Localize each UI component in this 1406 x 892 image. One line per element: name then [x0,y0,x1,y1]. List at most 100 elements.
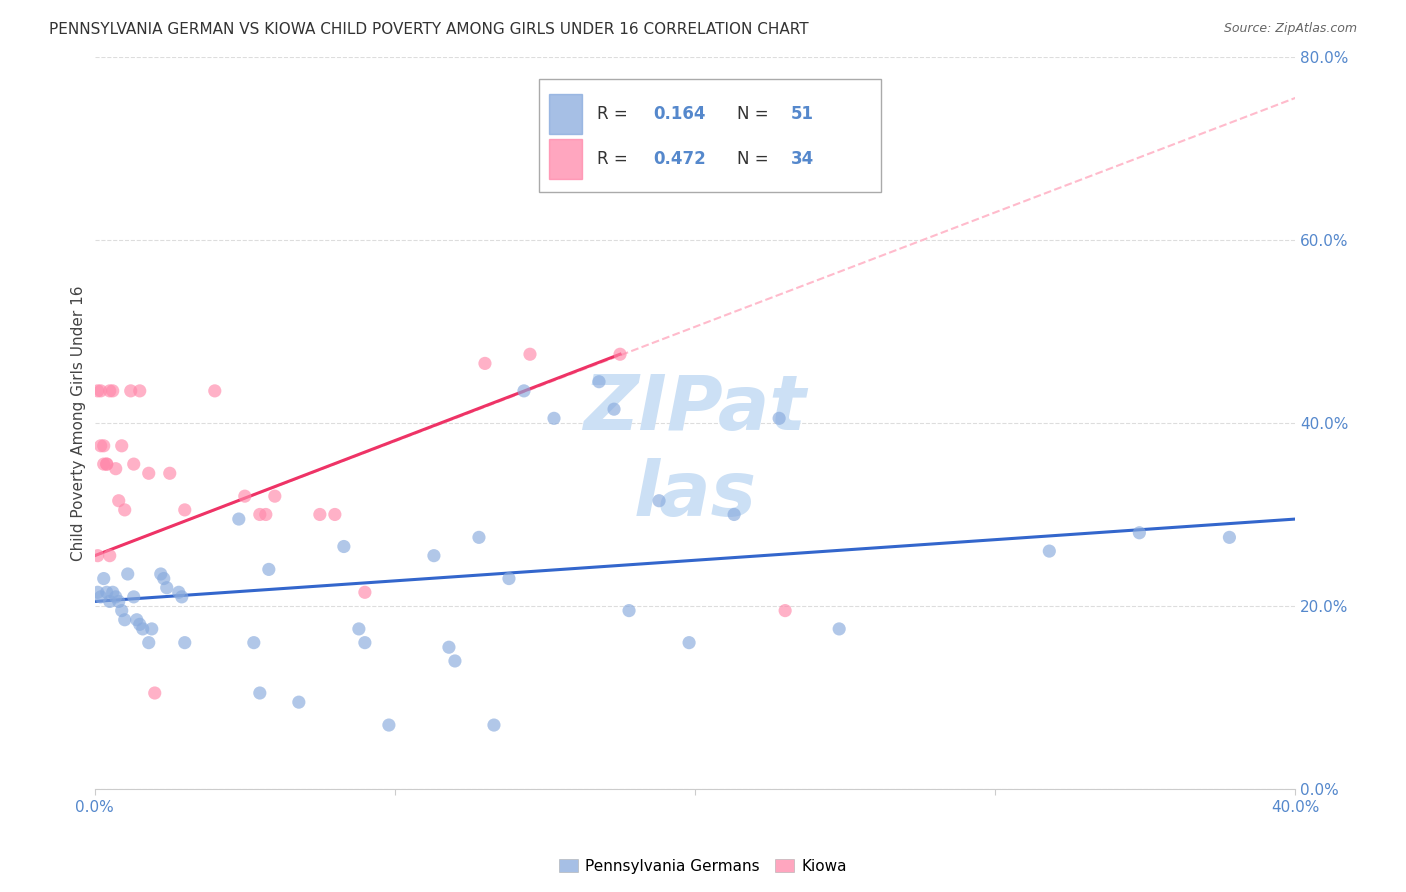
Text: ZIPat
las: ZIPat las [583,373,807,532]
Text: 0.164: 0.164 [652,105,706,123]
Point [93,572,115,586]
Point [648,493,671,508]
Point [90,439,112,453]
Legend: Pennsylvania Germans, Kiowa: Pennsylvania Germans, Kiowa [553,853,853,880]
Point [156,581,179,595]
Point [122,590,145,604]
Point [482,718,505,732]
Point [98,594,121,608]
Point [96,585,118,599]
Point [96,457,118,471]
Point [423,549,446,563]
Point [437,640,460,655]
Point [474,356,496,370]
Point [204,384,226,398]
FancyBboxPatch shape [538,78,882,192]
Point [678,635,700,649]
Point [128,384,150,398]
Point [588,375,610,389]
Text: R =: R = [596,150,633,169]
Point [138,467,160,481]
Point [828,622,851,636]
Point [122,457,145,471]
Point [107,594,129,608]
Point [170,590,193,604]
Point [378,718,401,732]
Point [288,695,311,709]
Point [104,461,127,475]
Point [444,654,467,668]
Point [233,489,256,503]
Point [132,622,155,636]
Point [111,439,134,453]
Point [308,508,330,522]
Point [114,503,136,517]
Text: 51: 51 [792,105,814,123]
Point [120,384,142,398]
Point [152,572,174,586]
Point [543,411,565,425]
Point [1038,544,1060,558]
Point [519,347,541,361]
Text: 34: 34 [792,150,814,169]
Point [104,590,127,604]
Text: 0.472: 0.472 [652,150,706,169]
Point [86,549,108,563]
Point [1218,530,1240,544]
Point [90,384,112,398]
Point [173,635,195,649]
Bar [548,94,582,134]
Point [354,585,377,599]
Point [96,457,118,471]
Point [263,489,285,503]
Point [98,549,121,563]
Bar [548,139,582,179]
Point [149,566,172,581]
Point [773,604,796,618]
Point [498,572,520,586]
Point [141,622,163,636]
Point [159,467,181,481]
Point [86,384,108,398]
Point [249,508,271,522]
Point [254,508,277,522]
Point [93,439,115,453]
Text: N =: N = [737,105,773,123]
Point [114,613,136,627]
Point [98,384,121,398]
Point [609,347,631,361]
Point [323,508,346,522]
Point [243,635,266,649]
Point [354,635,377,649]
Point [228,512,250,526]
Point [86,585,108,599]
Point [617,604,640,618]
Point [93,457,115,471]
Text: PENNSYLVANIA GERMAN VS KIOWA CHILD POVERTY AMONG GIRLS UNDER 16 CORRELATION CHAR: PENNSYLVANIA GERMAN VS KIOWA CHILD POVER… [49,22,808,37]
Point [107,493,129,508]
Point [125,613,148,627]
Point [143,686,166,700]
Point [90,590,112,604]
Point [468,530,491,544]
Point [768,411,790,425]
Text: N =: N = [737,150,773,169]
Point [117,566,139,581]
Point [333,540,356,554]
Y-axis label: Child Poverty Among Girls Under 16: Child Poverty Among Girls Under 16 [72,285,86,561]
Point [1128,525,1150,540]
Point [513,384,536,398]
Text: Source: ZipAtlas.com: Source: ZipAtlas.com [1223,22,1357,36]
Text: R =: R = [596,105,633,123]
Point [128,617,150,632]
Point [138,635,160,649]
Point [347,622,370,636]
Point [723,508,745,522]
Point [603,402,626,417]
Point [173,503,195,517]
Point [249,686,271,700]
Point [101,384,124,398]
Point [101,585,124,599]
Point [257,562,280,576]
Point [167,585,190,599]
